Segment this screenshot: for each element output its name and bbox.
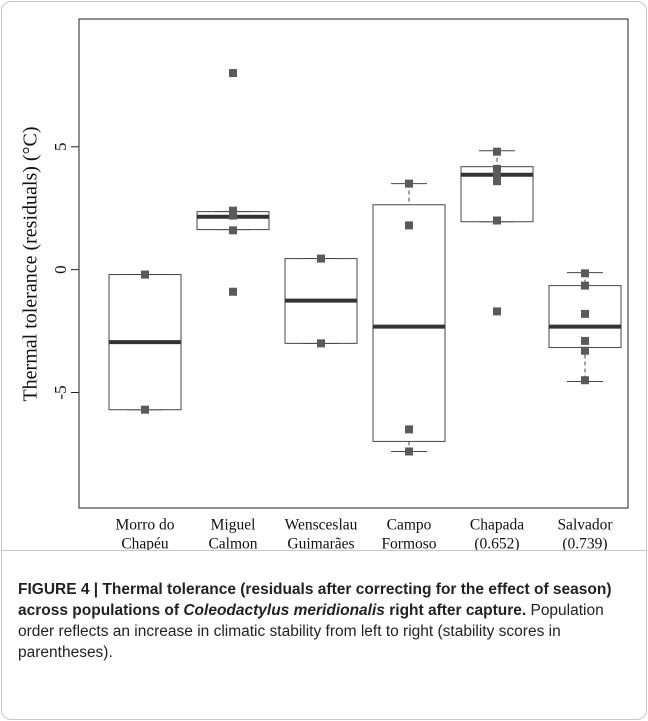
x-tick-label: (0.739) [562, 536, 607, 550]
point [581, 309, 589, 318]
x-tick-label: Campo [387, 517, 432, 534]
y-tick-label: 0 [51, 265, 70, 274]
point [405, 221, 413, 230]
y-tick-label: -5 [51, 385, 70, 399]
box [372, 204, 446, 442]
point [141, 270, 149, 279]
point [229, 226, 237, 235]
x-tick-label: Chapéu [121, 536, 169, 550]
point [229, 206, 237, 215]
point [317, 339, 325, 348]
caption: FIGURE 4 | Thermal tolerance (residuals … [18, 579, 630, 663]
caption-text: Population order reflects an increase in… [18, 602, 604, 661]
y-tick-label: 5 [51, 143, 70, 152]
x-tick-label: Miguel [211, 517, 256, 534]
x-tick-label: Guimarães [287, 536, 354, 550]
x-tick-label: Wensceslau [285, 517, 358, 534]
point [493, 147, 501, 156]
separator [2, 550, 646, 551]
point [493, 216, 501, 225]
x-tick-label: Calmon [208, 536, 257, 550]
x-tick-label: Chapada [470, 517, 524, 534]
point [493, 172, 501, 181]
point [581, 336, 589, 345]
point [581, 281, 589, 290]
caption-species: Coleodactylus meridionalis [183, 602, 385, 619]
point [493, 307, 501, 316]
x-tick-label: Formoso [381, 536, 436, 550]
x-tick-label: Salvador [557, 517, 613, 534]
caption-bold: FIGURE 4 | Thermal tolerance (residuals … [18, 581, 612, 619]
point [581, 376, 589, 385]
chart: Thermal tolerance (residuals) (°C) -5 0 5 M… [20, 18, 629, 550]
point [493, 164, 501, 173]
point [405, 447, 413, 456]
point [229, 211, 237, 220]
point [141, 405, 149, 414]
point [581, 269, 589, 278]
caption-bold-end: right after capture. [384, 602, 527, 619]
x-tick-label: Morro do [116, 517, 175, 534]
point [229, 69, 237, 78]
x-tick-label: (0.652) [474, 536, 519, 550]
y-axis-label: Thermal tolerance (residuals) (°C) [20, 126, 42, 401]
point [493, 177, 501, 186]
point [405, 425, 413, 434]
point [405, 179, 413, 188]
point [581, 346, 589, 355]
point [317, 254, 325, 263]
point [229, 287, 237, 296]
